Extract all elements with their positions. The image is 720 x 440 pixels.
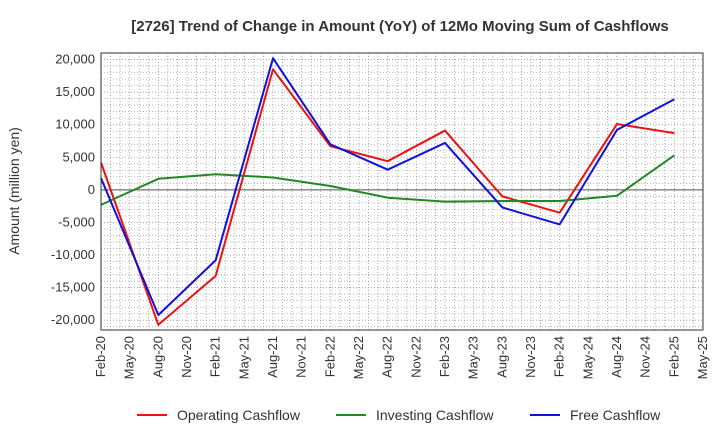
series-line-free-cashflow xyxy=(100,57,675,317)
x-tick-label: Nov-20 xyxy=(179,336,194,378)
y-tick-label: -20,000 xyxy=(51,312,95,327)
x-tick-label: Nov-22 xyxy=(408,336,423,378)
legend-free-cashflow-label: Free Cashflow xyxy=(570,407,661,423)
series-line-investing-cashflow xyxy=(100,154,675,206)
x-tick-label: May-21 xyxy=(236,336,251,379)
x-tick-label: Aug-22 xyxy=(380,336,395,378)
x-tick-label: Aug-23 xyxy=(494,336,509,378)
legend-investing-cashflow-label: Investing Cashflow xyxy=(376,407,494,423)
grid-lines xyxy=(100,52,704,330)
y-tick-label: -5,000 xyxy=(58,214,95,229)
x-tick-label: Feb-20 xyxy=(93,336,108,377)
x-tick-label: Aug-21 xyxy=(265,336,280,378)
x-tick-label: Feb-25 xyxy=(666,336,681,377)
y-tick-label: -10,000 xyxy=(51,247,95,262)
x-tick-label: Aug-24 xyxy=(609,336,624,378)
x-tick-label: Aug-20 xyxy=(150,336,165,378)
y-tick-label: 15,000 xyxy=(55,84,95,99)
x-tick-label: May-24 xyxy=(580,336,595,379)
legend: Operating Cashflow Investing Cashflow Free… xyxy=(137,407,661,423)
x-tick-label: May-22 xyxy=(351,336,366,379)
y-tick-label: 5,000 xyxy=(62,149,95,164)
plot-frame xyxy=(100,52,704,331)
x-tick-label: Feb-23 xyxy=(437,336,452,377)
x-tick-label: May-25 xyxy=(695,336,710,379)
y-tick-label: 10,000 xyxy=(55,117,95,132)
series-line-operating-cashflow xyxy=(100,68,675,326)
y-tick-label: 20,000 xyxy=(55,52,95,67)
x-tick-label: Feb-21 xyxy=(208,336,223,377)
x-tick-label: Feb-22 xyxy=(322,336,337,377)
x-tick-label: Feb-24 xyxy=(552,336,567,377)
x-tick-label: Nov-24 xyxy=(638,336,653,378)
y-tick-labels: 20,000 15,000 10,000 5,000 0 -5,000 -10,000 -15… xyxy=(51,52,95,328)
x-tick-labels: Feb-20 May-20 Aug-20 Nov-20 Feb-21 May-21 Aug-… xyxy=(93,336,710,379)
x-tick-label: May-20 xyxy=(122,336,137,379)
y-axis-label: Amount (million yen) xyxy=(6,127,22,255)
y-tick-label: -15,000 xyxy=(51,280,95,295)
legend-operating-cashflow-label: Operating Cashflow xyxy=(177,407,301,423)
series-layer xyxy=(100,57,675,326)
x-tick-label: Nov-23 xyxy=(523,336,538,378)
chart-title: [2726] Trend of Change in Amount (YoY) o… xyxy=(131,18,669,35)
y-tick-label: 0 xyxy=(88,182,95,197)
x-tick-label: May-23 xyxy=(466,336,481,379)
x-tick-label: Nov-21 xyxy=(294,336,309,378)
